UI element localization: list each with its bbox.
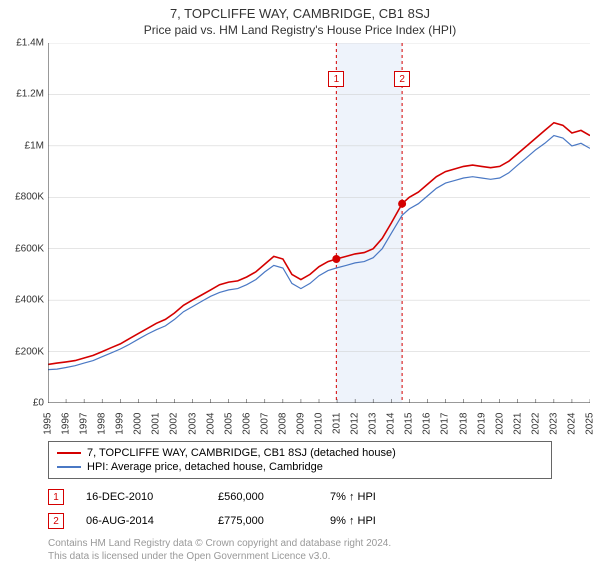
legend-swatch-2 — [57, 466, 81, 468]
y-tick-label: £400K — [15, 295, 44, 306]
event-row-2: 2 06-AUG-2014 £775,000 9% ↑ HPI — [48, 509, 552, 533]
x-axis-labels: 1995199619971998199920002001200220032004… — [48, 403, 590, 439]
legend-row-series1: 7, TOPCLIFFE WAY, CAMBRIDGE, CB1 8SJ (de… — [57, 446, 543, 460]
x-tick-label: 2003 — [187, 413, 198, 435]
x-tick-label: 2000 — [133, 413, 144, 435]
x-tick-label: 2004 — [205, 413, 216, 435]
event-delta-2: 9% ↑ HPI — [330, 515, 420, 527]
x-tick-label: 2020 — [494, 413, 505, 435]
x-tick-label: 2009 — [295, 413, 306, 435]
y-tick-label: £600K — [15, 243, 44, 254]
attribution: Contains HM Land Registry data © Crown c… — [48, 537, 552, 563]
x-tick-label: 2007 — [259, 413, 270, 435]
x-tick-label: 2013 — [368, 413, 379, 435]
event-marker-badge: 1 — [328, 71, 344, 87]
x-tick-label: 2006 — [241, 413, 252, 435]
x-tick-label: 2024 — [566, 413, 577, 435]
chart-area: £0£200K£400K£600K£800K£1M£1.2M£1.4M 12 — [48, 43, 590, 403]
event-date-1: 16-DEC-2010 — [86, 491, 196, 503]
x-tick-label: 2018 — [458, 413, 469, 435]
x-tick-label: 2014 — [386, 413, 397, 435]
event-price-2: £775,000 — [218, 515, 308, 527]
x-tick-label: 2001 — [151, 413, 162, 435]
x-tick-label: 1997 — [79, 413, 90, 435]
x-tick-label: 2023 — [548, 413, 559, 435]
x-tick-label: 2022 — [530, 413, 541, 435]
event-badge-2: 2 — [48, 513, 64, 529]
legend-swatch-1 — [57, 452, 81, 454]
x-tick-label: 1998 — [97, 413, 108, 435]
x-tick-label: 1996 — [61, 413, 72, 435]
x-tick-label: 2017 — [440, 413, 451, 435]
event-delta-1: 7% ↑ HPI — [330, 491, 420, 503]
event-table: 1 16-DEC-2010 £560,000 7% ↑ HPI 2 06-AUG… — [48, 485, 552, 533]
chart-subtitle: Price paid vs. HM Land Registry's House … — [0, 21, 600, 43]
x-tick-label: 1995 — [43, 413, 54, 435]
y-tick-label: £200K — [15, 346, 44, 357]
y-tick-label: £0 — [33, 398, 44, 409]
y-tick-label: £1.2M — [16, 89, 44, 100]
x-tick-label: 2019 — [476, 413, 487, 435]
chart-svg — [48, 43, 590, 403]
y-tick-label: £1M — [25, 140, 44, 151]
x-tick-label: 2025 — [585, 413, 596, 435]
attribution-line2: This data is licensed under the Open Gov… — [48, 550, 552, 563]
y-tick-label: £1.4M — [16, 38, 44, 49]
attribution-line1: Contains HM Land Registry data © Crown c… — [48, 537, 552, 550]
x-tick-label: 1999 — [115, 413, 126, 435]
x-tick-label: 2016 — [422, 413, 433, 435]
event-badge-1: 1 — [48, 489, 64, 505]
x-tick-label: 2008 — [277, 413, 288, 435]
event-date-2: 06-AUG-2014 — [86, 515, 196, 527]
x-tick-label: 2015 — [404, 413, 415, 435]
y-tick-label: £800K — [15, 192, 44, 203]
x-tick-label: 2011 — [332, 413, 343, 435]
x-tick-label: 2010 — [314, 413, 325, 435]
x-tick-label: 2012 — [350, 413, 361, 435]
event-price-1: £560,000 — [218, 491, 308, 503]
legend-row-series2: HPI: Average price, detached house, Camb… — [57, 460, 543, 474]
legend-label-2: HPI: Average price, detached house, Camb… — [87, 461, 323, 473]
x-tick-label: 2002 — [169, 413, 180, 435]
chart-title: 7, TOPCLIFFE WAY, CAMBRIDGE, CB1 8SJ — [0, 0, 600, 21]
x-tick-label: 2005 — [223, 413, 234, 435]
event-marker-badge: 2 — [394, 71, 410, 87]
legend-label-1: 7, TOPCLIFFE WAY, CAMBRIDGE, CB1 8SJ (de… — [87, 447, 396, 459]
x-tick-label: 2021 — [512, 413, 523, 435]
event-row-1: 1 16-DEC-2010 £560,000 7% ↑ HPI — [48, 485, 552, 509]
legend: 7, TOPCLIFFE WAY, CAMBRIDGE, CB1 8SJ (de… — [48, 441, 552, 479]
